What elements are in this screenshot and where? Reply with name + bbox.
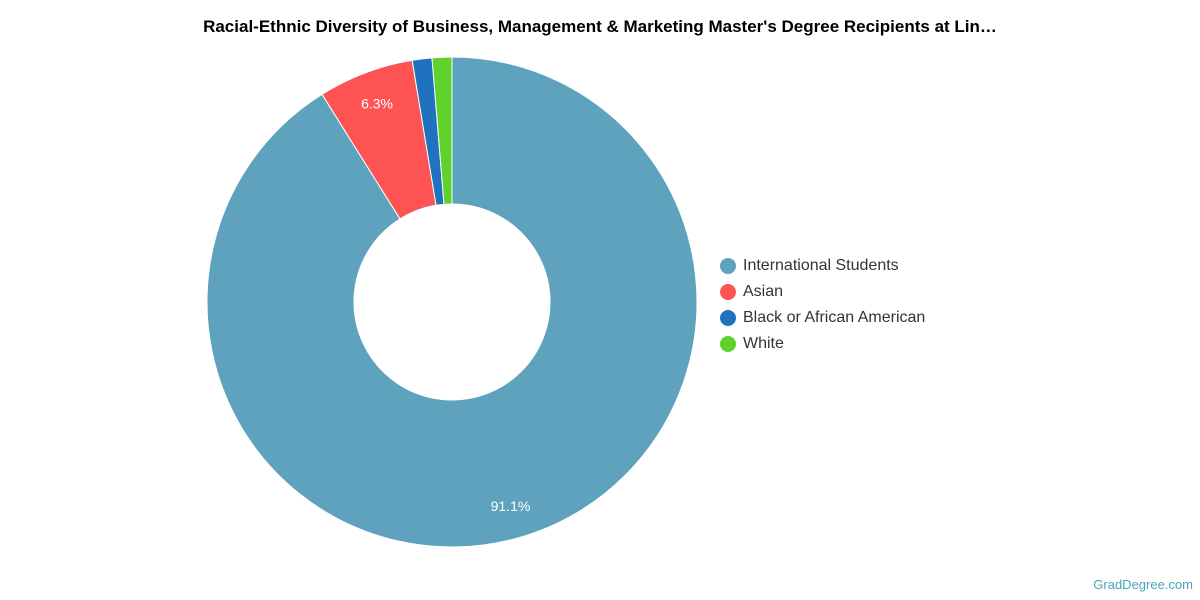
- donut-slices: [206, 56, 698, 548]
- data-label-0: 91.1%: [491, 498, 531, 514]
- legend-swatch-icon: [720, 310, 736, 326]
- chart-legend: International Students Asian Black or Afri…: [720, 253, 925, 357]
- donut-slice-0[interactable]: [206, 56, 698, 548]
- legend-item-1[interactable]: Asian: [720, 279, 925, 305]
- data-label-1: 6.3%: [361, 96, 393, 112]
- legend-label: White: [743, 335, 784, 352]
- legend-label: Black or African American: [743, 309, 926, 326]
- legend-swatch-icon: [720, 258, 736, 274]
- donut-slice-3[interactable]: [431, 56, 453, 205]
- chart-title: Racial-Ethnic Diversity of Business, Man…: [203, 17, 997, 36]
- legend-label: Asian: [743, 283, 784, 300]
- watermark[interactable]: GradDegree.com: [1093, 577, 1193, 592]
- legend-label: International Students: [743, 257, 899, 274]
- legend-swatch-icon: [720, 336, 736, 352]
- legend-item-0[interactable]: International Students: [720, 253, 925, 279]
- donut-data-labels: 91.1% 6.3%: [361, 96, 530, 514]
- legend-swatch-icon: [720, 284, 736, 300]
- legend-item-2[interactable]: Black or African American: [720, 305, 925, 331]
- legend-item-3[interactable]: White: [720, 331, 925, 357]
